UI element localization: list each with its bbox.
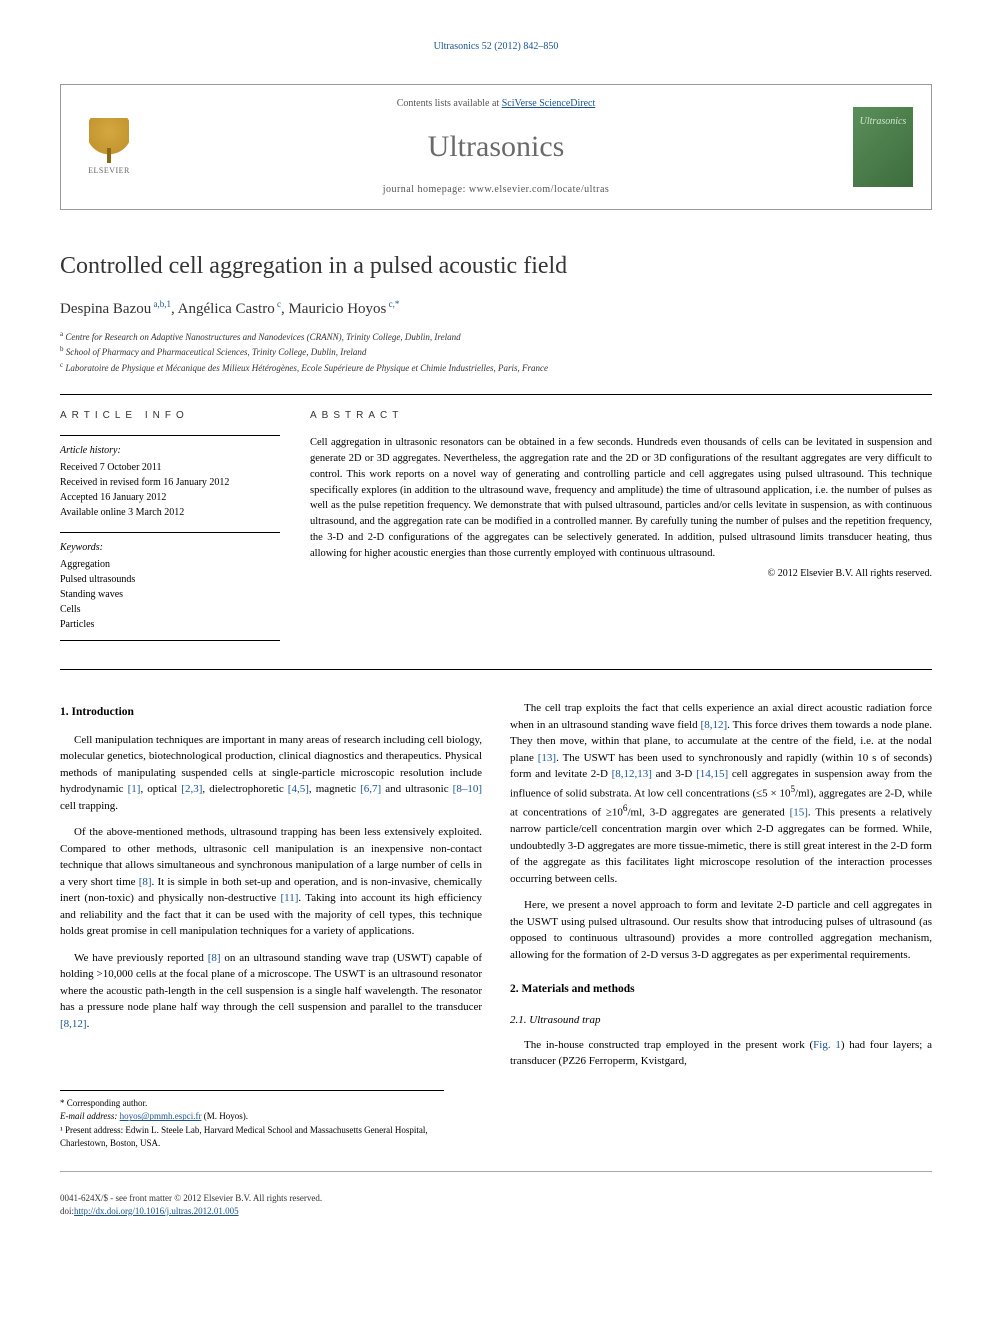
history-line: Received in revised form 16 January 2012 bbox=[60, 475, 280, 490]
email-label: E-mail address: bbox=[60, 1111, 117, 1121]
publisher-label: ELSEVIER bbox=[88, 165, 130, 176]
article-info-heading: ARTICLE INFO bbox=[60, 409, 280, 423]
citation-link[interactable]: [8–10] bbox=[453, 783, 482, 795]
journal-masthead: ELSEVIER Contents lists available at Sci… bbox=[60, 84, 932, 210]
elsevier-logo: ELSEVIER bbox=[79, 112, 139, 182]
history-line: Accepted 16 January 2012 bbox=[60, 490, 280, 505]
doi-line: doi:http://dx.doi.org/10.1016/j.ultras.2… bbox=[60, 1205, 932, 1218]
citation-link[interactable]: [15] bbox=[790, 807, 808, 819]
citation-link[interactable]: [8] bbox=[208, 952, 221, 964]
citation-link[interactable]: [8,12] bbox=[60, 1018, 87, 1030]
citation-link[interactable]: [1] bbox=[128, 783, 141, 795]
homepage-line: journal homepage: www.elsevier.com/locat… bbox=[159, 183, 833, 197]
abstract-heading: ABSTRACT bbox=[310, 409, 932, 423]
issn-line: 0041-624X/$ - see front matter © 2012 El… bbox=[60, 1192, 932, 1205]
present-address-note: ¹ Present address: Edwin L. Steele Lab, … bbox=[60, 1124, 444, 1151]
citation-link[interactable]: [8] bbox=[139, 876, 152, 888]
body-paragraph: Here, we present a novel approach to for… bbox=[510, 897, 932, 963]
keyword: Pulsed ultrasounds bbox=[60, 572, 280, 587]
footnotes-block: * Corresponding author. E-mail address: … bbox=[60, 1090, 444, 1151]
keywords-title: Keywords: bbox=[60, 541, 280, 555]
body-paragraph: The cell trap exploits the fact that cel… bbox=[510, 700, 932, 887]
body-two-columns: 1. Introduction Cell manipulation techni… bbox=[60, 700, 932, 1070]
email-link[interactable]: hoyos@pmmh.espci.fr bbox=[120, 1111, 202, 1121]
affiliation: b School of Pharmacy and Pharmaceutical … bbox=[60, 345, 932, 359]
homepage-prefix: journal homepage: bbox=[383, 184, 469, 195]
history-title: Article history: bbox=[60, 444, 280, 458]
body-paragraph: Cell manipulation techniques are importa… bbox=[60, 732, 482, 815]
keyword: Aggregation bbox=[60, 557, 280, 572]
journal-name: Ultrasonics bbox=[159, 126, 833, 168]
contents-prefix: Contents lists available at bbox=[397, 98, 502, 109]
citation-link[interactable]: [14,15] bbox=[696, 768, 728, 780]
corresponding-author-note: * Corresponding author. bbox=[60, 1097, 444, 1111]
abstract-column: ABSTRACT Cell aggregation in ultrasonic … bbox=[310, 409, 932, 653]
history-line: Available online 3 March 2012 bbox=[60, 505, 280, 520]
divider bbox=[60, 1171, 932, 1172]
authors-line: Despina Bazou a,b,1, Angélica Castro c, … bbox=[60, 298, 932, 320]
citation-link[interactable]: [8,12] bbox=[701, 719, 728, 731]
citation-link[interactable]: [2,3] bbox=[181, 783, 202, 795]
email-suffix: (M. Hoyos). bbox=[204, 1111, 248, 1121]
keywords-block: Keywords: Aggregation Pulsed ultrasounds… bbox=[60, 532, 280, 641]
abstract-text: Cell aggregation in ultrasonic resonator… bbox=[310, 435, 932, 561]
sciencedirect-link[interactable]: SciVerse ScienceDirect bbox=[502, 98, 596, 109]
cover-title: Ultrasonics bbox=[860, 115, 907, 129]
author-affil-sup: c,* bbox=[386, 299, 399, 309]
affiliation: a Centre for Research on Adaptive Nanost… bbox=[60, 330, 932, 344]
keyword: Cells bbox=[60, 602, 280, 617]
masthead-center: Contents lists available at SciVerse Sci… bbox=[159, 97, 833, 197]
article-history-block: Article history: Received 7 October 2011… bbox=[60, 435, 280, 520]
contents-available-line: Contents lists available at SciVerse Sci… bbox=[159, 97, 833, 111]
bottom-meta: 0041-624X/$ - see front matter © 2012 El… bbox=[60, 1192, 932, 1217]
body-paragraph: The in-house constructed trap employed i… bbox=[510, 1037, 932, 1070]
keyword: Particles bbox=[60, 617, 280, 632]
abstract-copyright: © 2012 Elsevier B.V. All rights reserved… bbox=[310, 567, 932, 581]
body-paragraph: We have previously reported [8] on an ul… bbox=[60, 950, 482, 1033]
affiliation: c Laboratoire de Physique et Mécanique d… bbox=[60, 361, 932, 375]
author-affil-sup: a,b,1 bbox=[151, 299, 171, 309]
email-line: E-mail address: hoyos@pmmh.espci.fr (M. … bbox=[60, 1110, 444, 1124]
citation-link[interactable]: [11] bbox=[281, 892, 299, 904]
article-title: Controlled cell aggregation in a pulsed … bbox=[60, 250, 932, 284]
citation-link[interactable]: [4,5] bbox=[288, 783, 309, 795]
figure-link[interactable]: Fig. 1 bbox=[813, 1039, 841, 1051]
citation-link[interactable]: [13] bbox=[538, 752, 556, 764]
body-paragraph: Of the above-mentioned methods, ultrasou… bbox=[60, 824, 482, 940]
running-header: Ultrasonics 52 (2012) 842–850 bbox=[60, 40, 932, 54]
section-heading-methods: 2. Materials and methods bbox=[510, 981, 932, 998]
section-heading-intro: 1. Introduction bbox=[60, 704, 482, 721]
citation-link[interactable]: [6,7] bbox=[360, 783, 381, 795]
homepage-url[interactable]: www.elsevier.com/locate/ultras bbox=[469, 184, 609, 195]
article-info-column: ARTICLE INFO Article history: Received 7… bbox=[60, 409, 280, 653]
affiliations-block: a Centre for Research on Adaptive Nanost… bbox=[60, 330, 932, 375]
history-line: Received 7 October 2011 bbox=[60, 460, 280, 475]
info-abstract-row: ARTICLE INFO Article history: Received 7… bbox=[60, 394, 932, 670]
author-affil-sup: c bbox=[275, 299, 281, 309]
doi-link[interactable]: http://dx.doi.org/10.1016/j.ultras.2012.… bbox=[74, 1206, 239, 1216]
keyword: Standing waves bbox=[60, 587, 280, 602]
citation-link[interactable]: [8,12,13] bbox=[612, 768, 652, 780]
journal-cover-thumbnail: Ultrasonics bbox=[853, 107, 913, 187]
subsection-heading: 2.1. Ultrasound trap bbox=[510, 1012, 932, 1029]
elsevier-tree-icon bbox=[89, 118, 129, 163]
